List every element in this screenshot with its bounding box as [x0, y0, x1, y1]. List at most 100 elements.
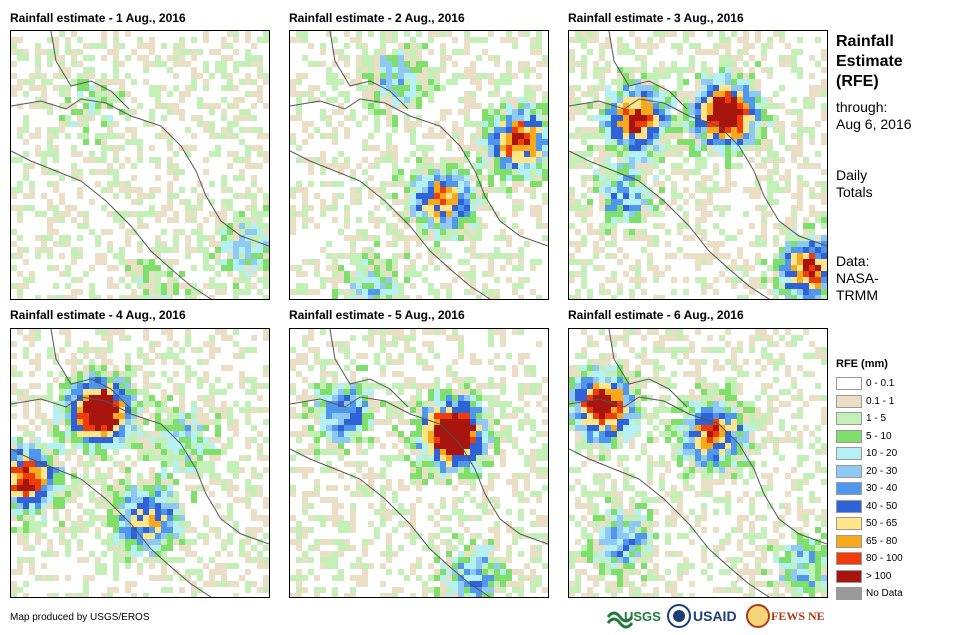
rainfall-cell	[488, 341, 494, 347]
rainfall-cell	[428, 199, 434, 205]
rainfall-cell	[575, 199, 581, 205]
rainfall-cell	[452, 175, 458, 181]
rainfall-cell	[245, 259, 251, 265]
rainfall-cell	[695, 157, 701, 163]
rainfall-cell	[113, 79, 119, 85]
rainfall-cell	[518, 497, 524, 503]
rainfall-cell	[53, 497, 59, 503]
rainfall-cell	[599, 127, 605, 133]
rainfall-cell	[458, 335, 464, 341]
rainfall-cell	[179, 37, 185, 43]
rainfall-cell	[416, 497, 422, 503]
rainfall-cell	[695, 49, 701, 55]
rainfall-cell	[512, 479, 518, 485]
rainfall-cell	[416, 473, 422, 479]
rainfall-cell	[326, 419, 332, 425]
rainfall-cell	[641, 109, 647, 115]
rainfall-cell	[512, 37, 518, 43]
rainfall-cell	[119, 277, 125, 283]
rainfall-cell	[113, 401, 119, 407]
rainfall-cell	[659, 61, 665, 67]
rainfall-cell	[653, 121, 659, 127]
rainfall-cell	[482, 157, 488, 163]
rainfall-cell	[482, 121, 488, 127]
rainfall-cell	[392, 241, 398, 247]
rainfall-cell	[635, 163, 641, 169]
rainfall-cell	[470, 467, 476, 473]
rainfall-cell	[83, 217, 89, 223]
rainfall-cell	[725, 61, 731, 67]
rainfall-cell	[761, 145, 767, 151]
rainfall-cell	[89, 389, 95, 395]
rainfall-cell	[59, 193, 65, 199]
rainfall-cell	[251, 103, 257, 109]
rainfall-cell	[161, 509, 167, 515]
rainfall-cell	[494, 187, 500, 193]
rainfall-cell	[314, 395, 320, 401]
rainfall-cell	[719, 151, 725, 157]
rainfall-cell	[233, 497, 239, 503]
rainfall-cell	[488, 127, 494, 133]
rainfall-cell	[29, 187, 35, 193]
rainfall-cell	[452, 329, 458, 335]
rainfall-cell	[488, 91, 494, 97]
rainfall-cell	[107, 283, 113, 289]
rainfall-cell	[209, 283, 215, 289]
rainfall-cell	[197, 235, 203, 241]
rainfall-cell	[332, 217, 338, 223]
rainfall-cell	[119, 533, 125, 539]
rainfall-cell	[203, 259, 209, 265]
rainfall-cell	[344, 449, 350, 455]
rainfall-cell	[446, 199, 452, 205]
rainfall-cell	[587, 145, 593, 151]
rainfall-cell	[290, 347, 296, 353]
rainfall-cell	[512, 109, 518, 115]
rainfall-cell	[344, 97, 350, 103]
rainfall-cell	[296, 359, 302, 365]
rainfall-cell	[653, 67, 659, 73]
rainfall-cell	[581, 181, 587, 187]
rainfall-cell	[191, 347, 197, 353]
rainfall-cell	[356, 479, 362, 485]
rainfall-cell	[809, 223, 815, 229]
rainfall-cell	[368, 85, 374, 91]
rainfall-cell	[302, 341, 308, 347]
rainfall-cell	[464, 247, 470, 253]
rainfall-cell	[251, 223, 257, 229]
rainfall-cell	[494, 91, 500, 97]
rainfall-cell	[161, 205, 167, 211]
rainfall-cell	[11, 455, 17, 461]
panel-title-aug6: Rainfall estimate - 6 Aug., 2016	[568, 308, 744, 322]
rainfall-cell	[635, 145, 641, 151]
rainfall-cell	[398, 389, 404, 395]
rainfall-cell	[125, 193, 131, 199]
rainfall-cell	[380, 289, 386, 295]
rainfall-cell	[356, 353, 362, 359]
rainfall-cell	[512, 437, 518, 443]
rainfall-cell	[488, 73, 494, 79]
rainfall-cell	[53, 85, 59, 91]
rainfall-cell	[536, 127, 542, 133]
rainfall-cell	[398, 431, 404, 437]
rainfall-cell	[368, 235, 374, 241]
rainfall-cell	[482, 115, 488, 121]
rainfall-cell	[701, 289, 707, 295]
rainfall-cell	[446, 473, 452, 479]
rainfall-cell	[23, 443, 29, 449]
panel-title-aug4: Rainfall estimate - 4 Aug., 2016	[10, 308, 186, 322]
rainfall-cell	[713, 85, 719, 91]
rainfall-cell	[107, 121, 113, 127]
rainfall-cell	[791, 295, 797, 299]
rainfall-cell	[779, 157, 785, 163]
rainfall-cell	[380, 455, 386, 461]
rainfall-cell	[263, 103, 269, 109]
rainfall-cell	[653, 115, 659, 121]
rainfall-cell	[695, 73, 701, 79]
rainfall-cell	[470, 139, 476, 145]
rainfall-cell	[308, 383, 314, 389]
rainfall-cell	[119, 211, 125, 217]
rainfall-cell	[416, 205, 422, 211]
rainfall-cell	[47, 205, 53, 211]
rainfall-cell	[263, 265, 269, 271]
rainfall-cell	[464, 395, 470, 401]
